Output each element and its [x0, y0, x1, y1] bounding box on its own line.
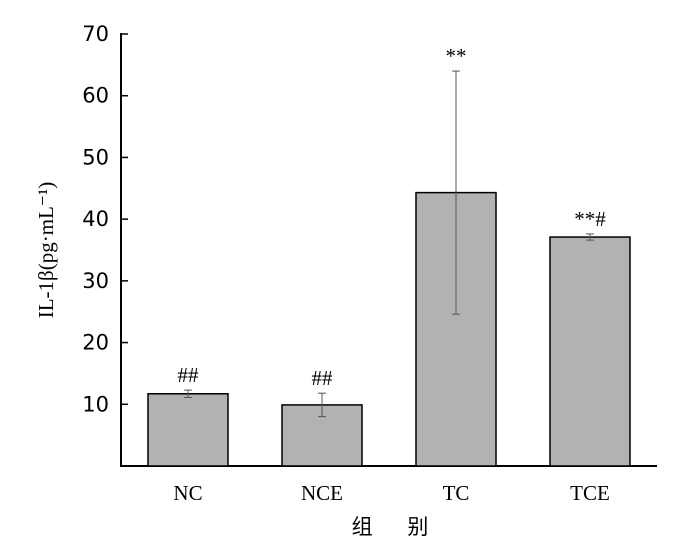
- y-axis-title: IL-1β(pg·mL⁻¹): [34, 182, 58, 319]
- error-bar-nce: [318, 392, 326, 418]
- x-category-label: NCE: [301, 481, 343, 505]
- bars-group: [147, 191, 631, 467]
- x-category-label: TCE: [570, 481, 610, 505]
- bar-nc: [147, 393, 229, 467]
- y-tick-label: 50: [82, 145, 109, 169]
- error-bar-nc: [184, 389, 192, 398]
- x-category-label: NC: [173, 481, 202, 505]
- significance-label: ##: [312, 366, 334, 390]
- y-tick-label: 60: [82, 84, 109, 108]
- y-tick-label: 10: [82, 392, 109, 416]
- y-tick-label: 30: [82, 269, 109, 293]
- error-bar-tce: [586, 233, 594, 241]
- y-axis-ticks: 10 20 30 40 50 60 70: [82, 22, 128, 416]
- error-bar-tc: [452, 70, 460, 315]
- bar-tce: [549, 236, 631, 467]
- y-tick-label: 20: [82, 331, 109, 355]
- x-category-labels: NC NCE TC TCE: [173, 481, 609, 505]
- y-tick-label: 40: [82, 207, 109, 231]
- significance-label: **#: [574, 207, 606, 231]
- x-axis-title: 组 别: [352, 515, 443, 539]
- significance-label: **: [446, 44, 467, 68]
- x-category-label: TC: [443, 481, 470, 505]
- error-bars-group: [184, 70, 594, 418]
- annotations-group: ## ## ** **#: [178, 44, 607, 390]
- significance-label: ##: [178, 363, 200, 387]
- y-tick-label: 70: [82, 22, 109, 46]
